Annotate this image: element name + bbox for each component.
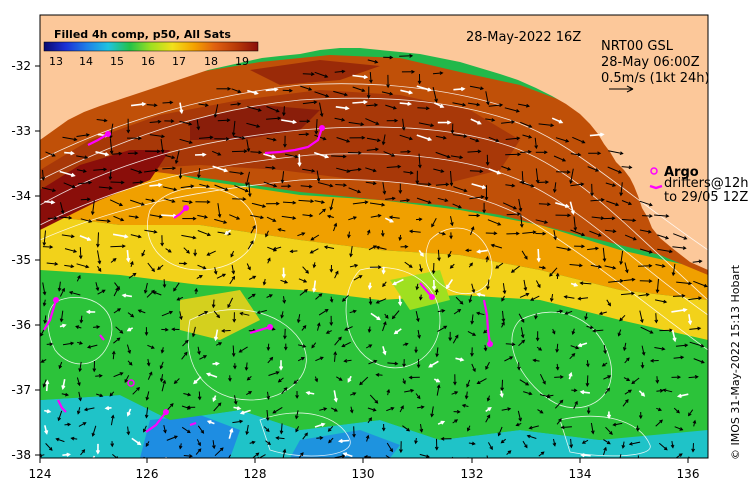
scale-label: 0.5m/s (1kt 24h)	[601, 71, 710, 86]
colorbar-title: Filled 4h comp, p50, All Sats	[54, 28, 231, 41]
colorbar-tick-label: 15	[110, 55, 124, 68]
land-australia	[40, 15, 708, 270]
scale-arrow	[609, 85, 634, 93]
x-tick-label: 132	[461, 467, 484, 481]
legend: Argo drifters@12h to 29/05 12Z	[649, 165, 749, 205]
legend-drifters-line1: drifters@12h	[664, 176, 749, 191]
colorbar-tick-label: 16	[141, 55, 155, 68]
colorbar-tick-label: 14	[79, 55, 93, 68]
y-tick-label: -36	[11, 318, 31, 332]
y-tick-label: -34	[11, 189, 31, 203]
current-vectors	[40, 54, 708, 458]
x-axis: 124 126 128 130 132 134 136	[29, 458, 700, 481]
product-name: NRT00 GSL	[601, 39, 674, 54]
x-tick-label: 136	[677, 467, 700, 481]
y-tick-label: -33	[11, 124, 31, 138]
colorbar-tick-label: 19	[235, 55, 249, 68]
x-tick-label: 124	[29, 467, 52, 481]
x-tick-label: 134	[569, 467, 592, 481]
y-tick-label: -32	[11, 59, 31, 73]
product-date: 28-May 06:00Z	[601, 55, 700, 70]
colorbar-tick-label: 18	[204, 55, 218, 68]
credit-text: © IMOS 31-May-2022 15:13 Hobart	[729, 264, 742, 460]
plot-frame	[39, 14, 709, 459]
drifter-positions	[53, 125, 493, 415]
colorbar: Filled 4h comp, p50, All Sats 13 14 15 16 17…	[43, 28, 259, 68]
drifter-legend-icon	[649, 184, 663, 190]
argo-float-marker	[127, 379, 135, 387]
colorbar-tick-label: 13	[49, 55, 63, 68]
x-tick-label: 128	[244, 467, 267, 481]
y-axis: -32 -33 -34 -35 -36 -37 -38	[11, 59, 40, 462]
legend-argo: Argo	[664, 165, 699, 180]
y-tick-label: -38	[11, 448, 31, 462]
analysis-date: 28-May-2022 16Z	[466, 30, 581, 45]
x-tick-label: 130	[352, 467, 375, 481]
legend-drifters-line2: to 29/05 12Z	[664, 190, 748, 205]
argo-legend-icon	[650, 167, 658, 175]
x-tick-label: 126	[136, 467, 159, 481]
y-tick-label: -35	[11, 253, 31, 267]
colorbar-tick-label: 17	[172, 55, 186, 68]
y-tick-label: -37	[11, 383, 31, 397]
